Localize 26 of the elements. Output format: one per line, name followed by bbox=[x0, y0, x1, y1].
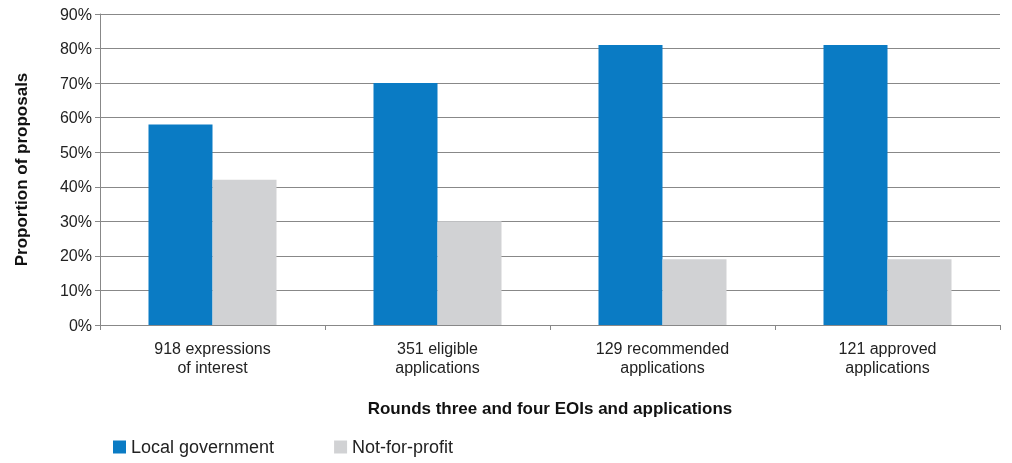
y-tick-label: 50% bbox=[59, 143, 92, 161]
y-tick-label: 0% bbox=[68, 316, 92, 334]
bar bbox=[823, 45, 888, 325]
legend-label: Local government bbox=[131, 437, 275, 457]
x-tick-label: 918 expressions of interest bbox=[154, 340, 271, 376]
bar bbox=[148, 124, 213, 325]
bar bbox=[212, 179, 277, 325]
y-tick-label: 70% bbox=[59, 74, 92, 92]
y-tick-label: 90% bbox=[59, 5, 92, 23]
bar bbox=[598, 45, 663, 325]
bar bbox=[662, 259, 727, 325]
y-tick-label: 60% bbox=[59, 109, 92, 127]
y-axis-title: Proportion of proposals bbox=[12, 72, 31, 267]
y-tick-label: 10% bbox=[59, 281, 92, 299]
bar bbox=[437, 221, 502, 325]
x-axis-title: Rounds three and four EOIs and applications bbox=[367, 399, 733, 418]
x-tick-label: 351 eligible applications bbox=[395, 340, 480, 376]
y-tick-label: 80% bbox=[59, 40, 92, 58]
x-tick-label: 121 approved applications bbox=[838, 340, 937, 376]
bar bbox=[887, 259, 952, 325]
legend-label: Not-for-profit bbox=[352, 437, 454, 457]
bar bbox=[373, 83, 438, 325]
x-tick-label: 129 recommended applications bbox=[595, 340, 730, 376]
y-tick-label: 20% bbox=[59, 247, 92, 265]
y-tick-label: 30% bbox=[59, 212, 92, 230]
y-tick-label: 40% bbox=[59, 178, 92, 196]
